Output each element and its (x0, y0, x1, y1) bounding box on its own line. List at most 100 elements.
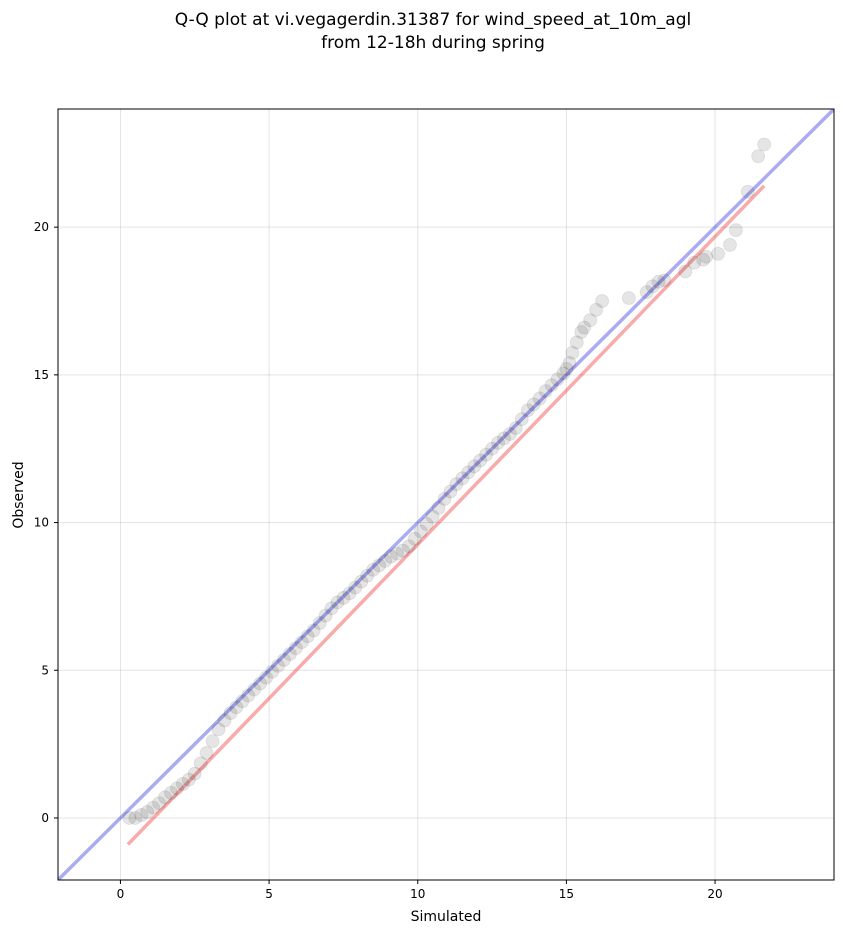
data-point (336, 590, 351, 605)
data-point (502, 426, 517, 441)
data-point (265, 664, 280, 679)
data-point (199, 745, 214, 760)
x-tick-label: 5 (265, 887, 273, 901)
data-point (461, 465, 476, 480)
data-points (122, 137, 772, 825)
chart-title-line-1: Q-Q plot at vi.vegagerdin.31387 for wind… (175, 10, 691, 30)
data-point (175, 776, 190, 791)
data-point (318, 608, 333, 623)
data-point (217, 713, 232, 728)
data-point (330, 595, 345, 610)
data-point (134, 808, 149, 823)
data-point (128, 810, 143, 825)
x-tick-label: 20 (707, 887, 722, 901)
data-point (473, 453, 488, 468)
data-point (181, 772, 196, 787)
data-point (443, 484, 458, 499)
data-point (645, 279, 660, 294)
data-point (235, 694, 250, 709)
data-point (425, 509, 440, 524)
data-point (678, 264, 693, 279)
x-tick-label: 15 (559, 887, 574, 901)
data-point (324, 601, 339, 616)
data-point (657, 273, 672, 288)
data-point (395, 543, 410, 558)
data-point (372, 558, 387, 573)
data-point (223, 706, 238, 721)
data-point (485, 441, 500, 456)
y-tick-label: 15 (34, 368, 49, 382)
data-point (276, 652, 291, 667)
data-point (583, 313, 598, 328)
data-point (306, 623, 321, 638)
data-point (282, 647, 297, 662)
data-point (122, 810, 137, 825)
data-point (520, 403, 535, 418)
data-point (559, 361, 574, 376)
data-point (366, 562, 381, 577)
data-point (728, 223, 743, 238)
data-point (312, 616, 327, 630)
data-point (163, 785, 178, 800)
data-point (389, 546, 404, 561)
data-point (565, 345, 580, 360)
data-point (342, 586, 357, 601)
data-point (271, 658, 286, 673)
data-point (360, 568, 375, 583)
data-point (574, 325, 589, 340)
data-point (140, 805, 155, 820)
y-tick-label: 20 (34, 220, 49, 234)
chart-title-line-2: from 12-18h during spring (321, 33, 545, 53)
data-point (247, 682, 262, 697)
x-tick-label: 0 (117, 887, 125, 901)
data-point (378, 553, 393, 568)
data-point (187, 766, 202, 781)
data-point (556, 366, 571, 381)
data-point (550, 372, 565, 387)
data-point (288, 641, 303, 656)
y-tick-label: 10 (34, 516, 49, 530)
data-point (595, 294, 610, 309)
data-point (413, 524, 428, 539)
data-point (383, 549, 398, 564)
data-point (508, 421, 523, 436)
data-point (651, 274, 666, 289)
data-point (696, 252, 711, 267)
data-point (169, 781, 184, 796)
x-axis-label: Simulated (411, 909, 482, 925)
x-tick-label: 10 (410, 887, 425, 901)
plot-frame (57, 108, 835, 881)
data-point (526, 397, 541, 412)
data-point (467, 459, 482, 474)
data-point (479, 447, 494, 462)
fit-line (126, 184, 766, 846)
data-point (514, 412, 529, 427)
data-point (544, 378, 559, 393)
data-point (253, 676, 268, 691)
data-point (621, 291, 636, 306)
y-axis-label: Observed (11, 461, 27, 528)
data-point (259, 670, 274, 685)
data-point (491, 435, 506, 450)
data-point (158, 790, 173, 805)
data-point (569, 335, 584, 350)
data-point (449, 477, 464, 492)
data-point (146, 800, 161, 815)
data-point (740, 184, 755, 199)
data-point (431, 500, 446, 515)
y-tick-label: 5 (41, 663, 49, 677)
data-point (687, 255, 702, 270)
data-point (751, 149, 766, 164)
data-point (711, 246, 726, 261)
data-point (193, 756, 208, 771)
data-point (401, 539, 416, 554)
data-point (589, 302, 604, 317)
data-point (241, 688, 256, 703)
data-point (538, 384, 553, 399)
data-point (757, 137, 772, 152)
data-point (229, 700, 244, 715)
data-point (300, 629, 315, 644)
data-point (699, 249, 714, 264)
data-point (354, 574, 369, 589)
